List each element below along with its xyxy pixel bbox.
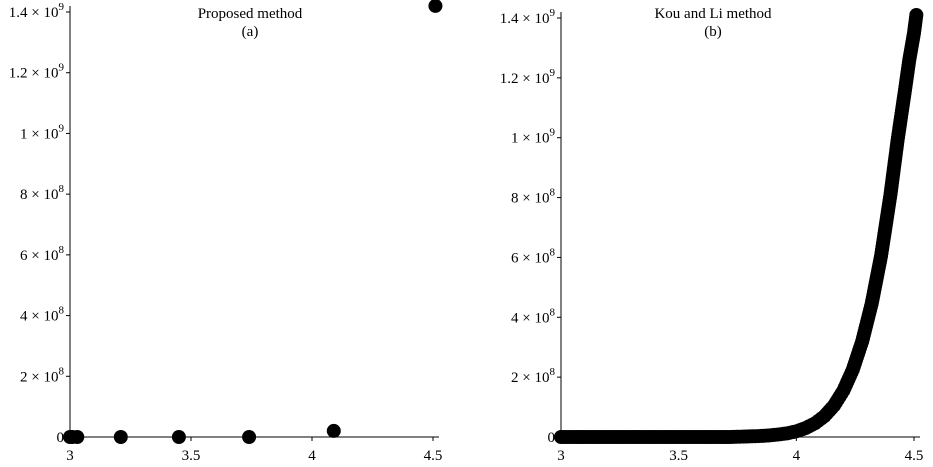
panel-b-y-tick-label-7: 1.4 × 109 <box>500 7 556 27</box>
panel-a-y-tick-label-2: 4 × 108 <box>20 305 64 325</box>
panel-a-x-tick-label-1: 3.5 <box>182 448 201 464</box>
panel-b-x-tick-label-0: 3 <box>557 448 565 464</box>
panel-a-point-6 <box>326 423 341 438</box>
panel-a-y-ticks: 0 2 × 108 4 × 108 6 × 108 8 × 108 1 × 109 1.2 … <box>9 1 70 446</box>
panel-a-y-tick-label-0: 0 <box>57 430 65 446</box>
panel-a-y-tick-label-1: 2 × 108 <box>20 365 64 385</box>
panel-a-x-tick-label-3: 4.5 <box>424 448 443 464</box>
panel-b: Kou and Li method (b) 0 2 × 108 4 × 108 6 ×… <box>500 6 924 464</box>
panel-b-y-tick-label-6: 1.2 × 109 <box>500 67 556 87</box>
panel-a: Proposed method (a) 0 2 × 108 4 × 108 6 × 1… <box>9 0 443 464</box>
panel-a-y-tick-label-6: 1.2 × 109 <box>9 62 65 82</box>
panel-b-y-tick-label-5: 1 × 109 <box>511 127 555 147</box>
panel-b-y-ticks: 0 2 × 108 4 × 108 6 × 108 8 × 108 1 × 109 1.2 … <box>500 7 561 446</box>
panel-a-point-5 <box>242 430 257 444</box>
panel-b-points <box>554 8 924 444</box>
panel-b-y-tick-label-0: 0 <box>548 430 556 446</box>
panel-b-x-tick-label-3: 4.5 <box>905 448 924 464</box>
panel-a-title: Proposed method <box>198 6 303 22</box>
panel-a-y-tick-label-4: 8 × 108 <box>20 183 64 203</box>
panel-b-y-tick-label-3: 6 × 108 <box>511 246 555 266</box>
panel-a-point-4 <box>171 430 186 444</box>
panel-a-x-ticks: 3 3.5 4 4.5 <box>66 437 442 464</box>
panel-a-subtitle: (a) <box>242 24 259 40</box>
panel-a-x-tick-label-2: 4 <box>308 448 316 464</box>
panel-b-x-tick-label-2: 4 <box>793 448 801 464</box>
panel-a-points <box>63 0 443 444</box>
panel-b-x-tick-label-1: 3.5 <box>669 448 688 464</box>
panel-b-y-tick-label-2: 4 × 108 <box>511 306 555 326</box>
panel-a-y-tick-label-5: 1 × 109 <box>20 122 64 142</box>
panel-a-x-tick-label-0: 3 <box>66 448 74 464</box>
panel-a-y-tick-label-3: 6 × 108 <box>20 244 64 264</box>
panel-a-y-tick-label-7: 1.4 × 109 <box>9 1 65 21</box>
panel-b-title: Kou and Li method <box>654 6 772 22</box>
panel-b-subtitle: (b) <box>704 24 722 40</box>
panel-a-point-7 <box>428 0 443 13</box>
panel-b-y-tick-label-1: 2 × 108 <box>511 366 555 386</box>
panel-a-point-2 <box>70 430 85 444</box>
panel-b-y-tick-label-4: 8 × 108 <box>511 187 555 207</box>
panel-b-x-ticks: 3 3.5 4 4.5 <box>557 437 923 464</box>
panel-a-point-3 <box>113 430 128 444</box>
panel-b-trail-point <box>908 11 923 25</box>
